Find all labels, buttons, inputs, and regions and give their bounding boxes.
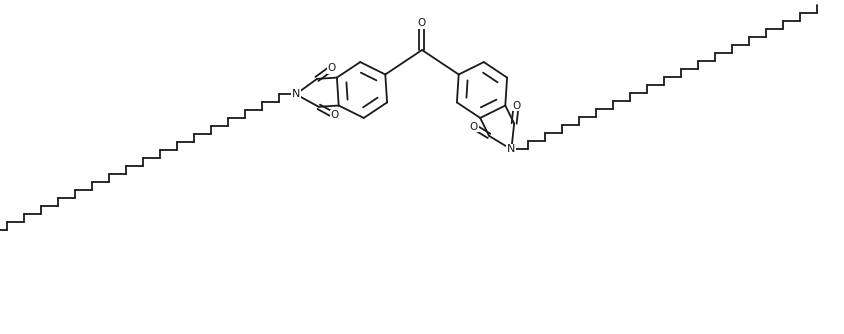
Text: O: O — [469, 122, 477, 132]
Text: O: O — [511, 101, 520, 111]
Text: O: O — [330, 111, 338, 121]
Text: O: O — [418, 18, 425, 28]
Text: N: N — [291, 89, 300, 99]
Text: N: N — [506, 144, 515, 154]
Text: O: O — [327, 63, 335, 73]
